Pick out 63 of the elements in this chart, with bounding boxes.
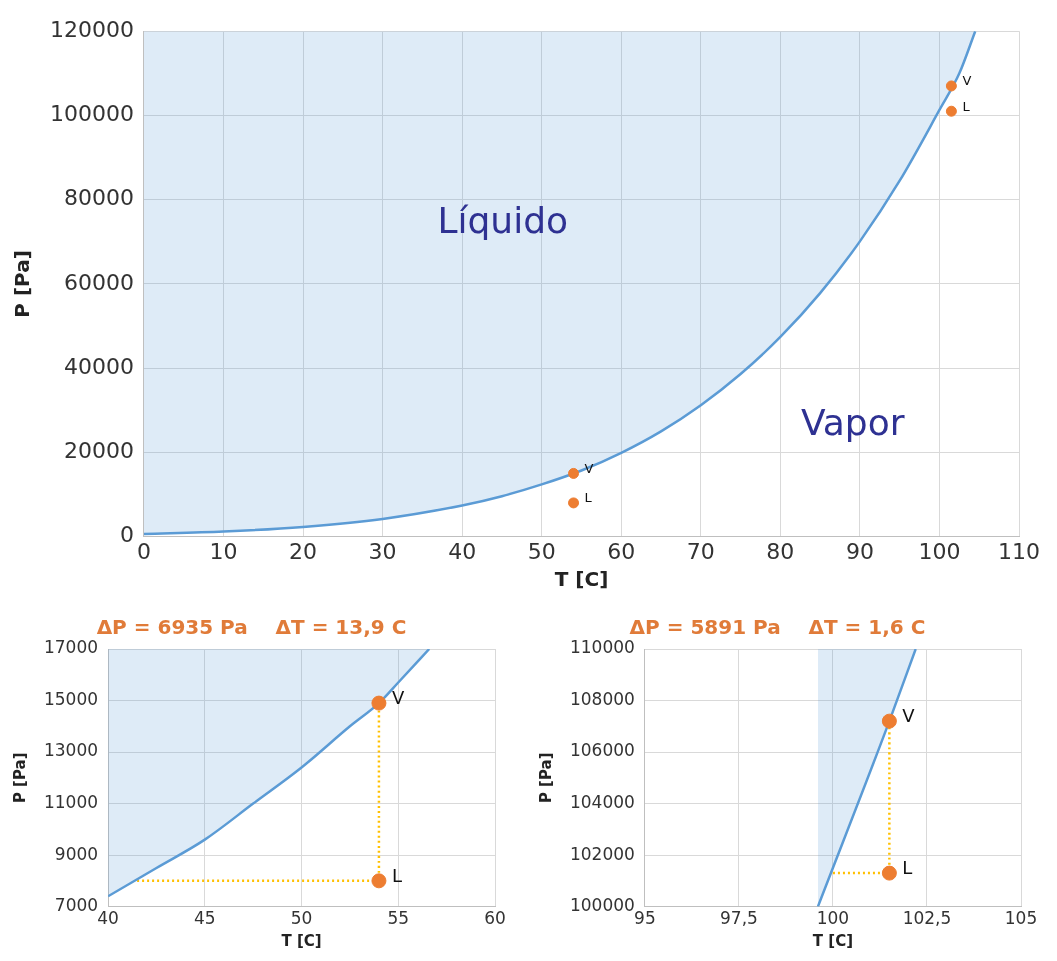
- annotation: Vapor: [800, 401, 905, 443]
- x-tick-label: 50: [290, 908, 313, 929]
- data-label: V: [584, 460, 594, 476]
- data-label: L: [584, 490, 593, 506]
- data-label: L: [391, 864, 402, 886]
- y-tick-label: 0: [119, 522, 134, 548]
- x-axis-title: T [C]: [812, 931, 854, 950]
- x-tick-label: 30: [368, 538, 397, 564]
- y-tick-label: 120000: [50, 16, 134, 42]
- y-tick-label: 110000: [569, 637, 635, 658]
- x-tick-label: 40: [448, 538, 477, 564]
- y-tick-label: 60000: [63, 269, 134, 295]
- x-tick-label: 60: [484, 908, 506, 929]
- x-tick-label: 0: [136, 538, 151, 564]
- x-tick-label: 50: [527, 538, 556, 564]
- y-axis-title: P [Pa]: [10, 752, 29, 804]
- y-axis-title: P [Pa]: [536, 752, 555, 804]
- x-axis-title: T [C]: [554, 567, 609, 592]
- x-tick-label: 95: [634, 908, 656, 929]
- x-tick-label: 10: [209, 538, 238, 564]
- y-tick-label: 80000: [63, 185, 134, 211]
- data-label: L: [902, 856, 913, 878]
- annotation: Líquido: [437, 199, 569, 241]
- y-tick-label: 11000: [43, 791, 99, 812]
- x-tick-label: 45: [193, 908, 216, 929]
- y-tick-label: 106000: [569, 740, 635, 761]
- data-label: V: [391, 686, 405, 708]
- x-tick-label: 20: [289, 538, 318, 564]
- data-label: V: [962, 73, 972, 89]
- y-tick-label: 13000: [43, 740, 99, 761]
- x-tick-label: 60: [607, 538, 636, 564]
- x-tick-label: 80: [766, 538, 795, 564]
- x-tick-label: 55: [387, 908, 410, 929]
- x-tick-label: 102,5: [902, 908, 952, 929]
- y-axis-title: P [Pa]: [10, 250, 35, 318]
- y-tick-label: 15000: [43, 688, 99, 709]
- data-label: V: [902, 704, 916, 726]
- chart-title: ΔP = 6935 Pa ΔT = 13,9 C: [96, 615, 407, 640]
- y-tick-label: 9000: [54, 843, 99, 864]
- x-tick-label: 97,5: [719, 908, 758, 929]
- y-tick-label: 20000: [63, 438, 134, 464]
- point: [568, 467, 580, 479]
- y-tick-label: 102000: [569, 843, 635, 864]
- y-tick-label: 100000: [569, 895, 635, 916]
- x-tick-label: 70: [686, 538, 715, 564]
- x-tick-label: 110: [998, 538, 1040, 564]
- x-tick-label: 105: [1004, 908, 1038, 929]
- point: [568, 497, 580, 509]
- x-tick-label: 40: [97, 908, 119, 929]
- chart-title: ΔP = 5891 Pa ΔT = 1,6 C: [629, 615, 926, 640]
- point: [945, 80, 957, 92]
- x-tick-label: 100: [918, 538, 961, 564]
- y-tick-label: 7000: [54, 895, 99, 916]
- y-tick-label: 100000: [50, 101, 134, 127]
- y-tick-label: 40000: [63, 353, 134, 379]
- y-tick-label: 108000: [569, 688, 635, 709]
- x-tick-label: 90: [845, 538, 874, 564]
- point: [945, 105, 957, 117]
- y-tick-label: 17000: [43, 637, 99, 658]
- data-label: L: [962, 98, 971, 114]
- y-tick-label: 104000: [569, 791, 635, 812]
- x-tick-label: 100: [816, 908, 850, 929]
- x-axis-title: T [C]: [281, 931, 322, 950]
